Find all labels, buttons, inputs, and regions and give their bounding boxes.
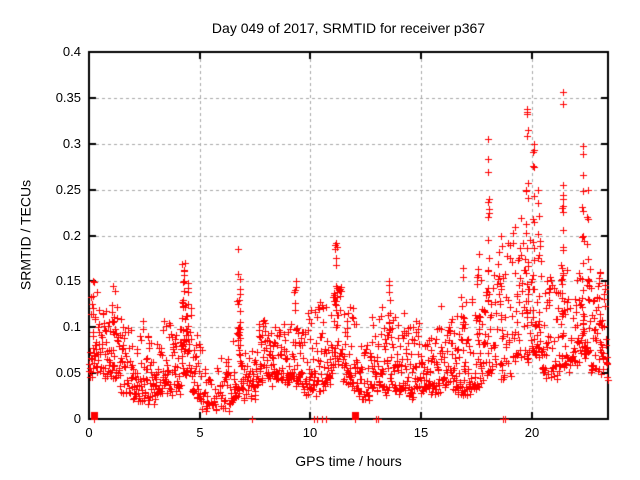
y-tick-label: 0.05 [55, 365, 81, 380]
x-tick-label: 10 [302, 425, 318, 440]
chart-title: Day 049 of 2017, SRMTID for receiver p36… [211, 20, 486, 36]
y-tick-label: 0.1 [62, 319, 81, 334]
y-tick-label: 0.35 [55, 90, 81, 105]
x-axis-label: GPS time / hours [295, 453, 402, 469]
y-tick-label: 0.3 [62, 136, 81, 151]
y-tick-label: 0 [73, 411, 81, 426]
x-tick-label: 20 [524, 425, 540, 440]
x-tick-label: 5 [196, 425, 204, 440]
x-tick-label: 0 [85, 425, 93, 440]
y-tick-label: 0.15 [55, 273, 81, 288]
y-tick-label: 0.2 [62, 228, 81, 243]
y-tick-label: 0.4 [62, 44, 81, 59]
x-tick-label: 15 [413, 425, 429, 440]
y-tick-label: 0.25 [55, 182, 81, 197]
